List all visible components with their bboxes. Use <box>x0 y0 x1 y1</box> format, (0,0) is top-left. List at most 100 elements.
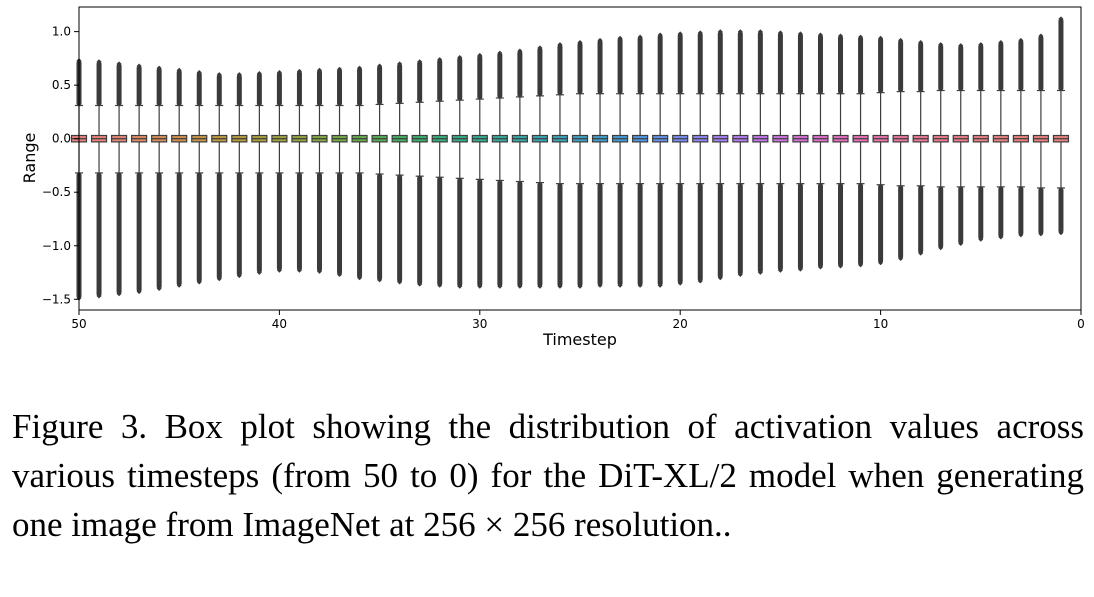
outlier-point-max <box>717 29 723 35</box>
outlier-point-max <box>276 69 282 75</box>
x-tick-label: 50 <box>71 317 86 331</box>
outlier-point-min <box>978 236 984 242</box>
box-group-t25 <box>571 39 589 289</box>
box-group-t13 <box>812 32 829 270</box>
box-group-t15 <box>772 30 789 273</box>
outlier-point-max <box>397 61 403 67</box>
axes-layer: 1.0 0.5 0.0 −0.5 −1.0 −1.550 40 30 20 10 0 <box>42 6 1085 331</box>
outlier-point-max <box>296 68 302 74</box>
x-axis-label: Timestep <box>542 330 617 349</box>
outlier-point-max <box>497 50 503 56</box>
x-tick-label: 40 <box>272 317 287 331</box>
outlier-point-min <box>878 260 884 266</box>
outlier-point-min <box>296 267 302 273</box>
outlier-point-min <box>577 283 583 289</box>
outlier-point-max <box>96 59 102 65</box>
box-group-t45 <box>171 67 188 288</box>
outlier-point-max <box>677 31 683 37</box>
outlier-point-min <box>276 267 282 273</box>
outlier-point-min <box>898 255 904 261</box>
box-group-t36 <box>351 65 368 281</box>
outlier-point-max <box>316 67 322 73</box>
box-group-t12 <box>832 33 849 269</box>
box-plot-chart: 1.0 0.5 0.0 −0.5 −1.0 −1.5 50 40 30 20 10 0 Timeste… <box>20 6 1085 349</box>
outlier-point-min <box>457 283 463 289</box>
box-group-t29 <box>491 50 508 289</box>
box-group-t19 <box>692 30 709 284</box>
box-group-t38 <box>311 67 328 274</box>
outlier-point-min <box>256 269 262 275</box>
outlier-point-max <box>437 57 443 63</box>
box-group-t39 <box>291 68 308 273</box>
y-tick-label: −0.5 <box>42 185 71 199</box>
y-tick-label: 0.5 <box>52 78 71 92</box>
box-group-t21 <box>652 32 669 288</box>
outlier-point-max <box>256 71 262 77</box>
outlier-point-max <box>577 39 583 45</box>
y-axis-label: Range <box>20 133 39 184</box>
outlier-point-min <box>677 280 683 286</box>
outlier-point-min <box>777 267 783 273</box>
outlier-point-max <box>136 63 142 69</box>
outlier-point-max <box>998 39 1004 45</box>
box-group-t24 <box>591 37 609 288</box>
outlier-point-max <box>236 72 242 78</box>
box-group-t10 <box>872 35 889 266</box>
box-group-t37 <box>331 66 348 278</box>
outlier-point-min <box>477 283 483 289</box>
outlier-point-min <box>437 282 443 288</box>
box-group-t41 <box>251 71 268 275</box>
outlier-point-max <box>838 33 844 39</box>
x-tick-label: 10 <box>873 317 888 331</box>
box-group-t44 <box>191 69 208 285</box>
outlier-point-min <box>797 266 803 272</box>
outlier-point-max <box>156 65 162 71</box>
box-group-t35 <box>371 63 388 283</box>
outlier-point-max <box>1018 37 1024 43</box>
outlier-point-min <box>938 245 944 251</box>
outlier-point-max <box>777 30 783 36</box>
box-group-t8 <box>912 39 929 256</box>
outlier-point-min <box>337 272 343 278</box>
outlier-point-min <box>757 269 763 275</box>
box-group-t22 <box>632 34 649 288</box>
outlier-point-min <box>236 273 242 279</box>
outlier-point-max <box>377 63 383 69</box>
outlier-point-max <box>878 35 884 41</box>
outlier-point-max <box>797 31 803 37</box>
box-group-t40 <box>271 69 288 273</box>
outlier-point-max <box>337 66 343 72</box>
outlier-point-min <box>316 268 322 274</box>
box-group-t9 <box>892 37 909 261</box>
box-group-t23 <box>611 35 629 288</box>
outlier-point-max <box>817 32 823 38</box>
outlier-point-max <box>757 29 763 35</box>
box-group-t4 <box>992 39 1009 240</box>
box-group-t2 <box>1032 33 1050 237</box>
outlier-point-max <box>1058 16 1064 22</box>
box-group-t46 <box>151 65 168 291</box>
outlier-point-min <box>958 240 964 246</box>
box-group-t34 <box>391 61 408 285</box>
outlier-point-min <box>597 282 603 288</box>
box-group-t42 <box>231 72 248 279</box>
x-tick-label: 20 <box>673 317 688 331</box>
box-group-t27 <box>531 45 549 289</box>
box-group-t5 <box>972 42 989 242</box>
box-group-t20 <box>672 31 689 286</box>
outlier-point-max <box>557 42 563 48</box>
plot-frame <box>78 6 1082 311</box>
box-group-t43 <box>211 72 228 282</box>
outlier-point-max <box>858 34 864 40</box>
outlier-point-max <box>978 42 984 48</box>
x-tick-label: 30 <box>472 317 487 331</box>
box-group-t31 <box>451 54 468 289</box>
outlier-point-min <box>557 283 563 289</box>
outlier-point-max <box>938 42 944 48</box>
outlier-point-min <box>196 279 202 285</box>
outlier-point-min <box>1058 230 1064 236</box>
outlier-point-min <box>617 282 623 288</box>
outlier-point-max <box>617 35 623 41</box>
box-group-t14 <box>792 31 809 272</box>
outlier-point-min <box>517 283 523 289</box>
